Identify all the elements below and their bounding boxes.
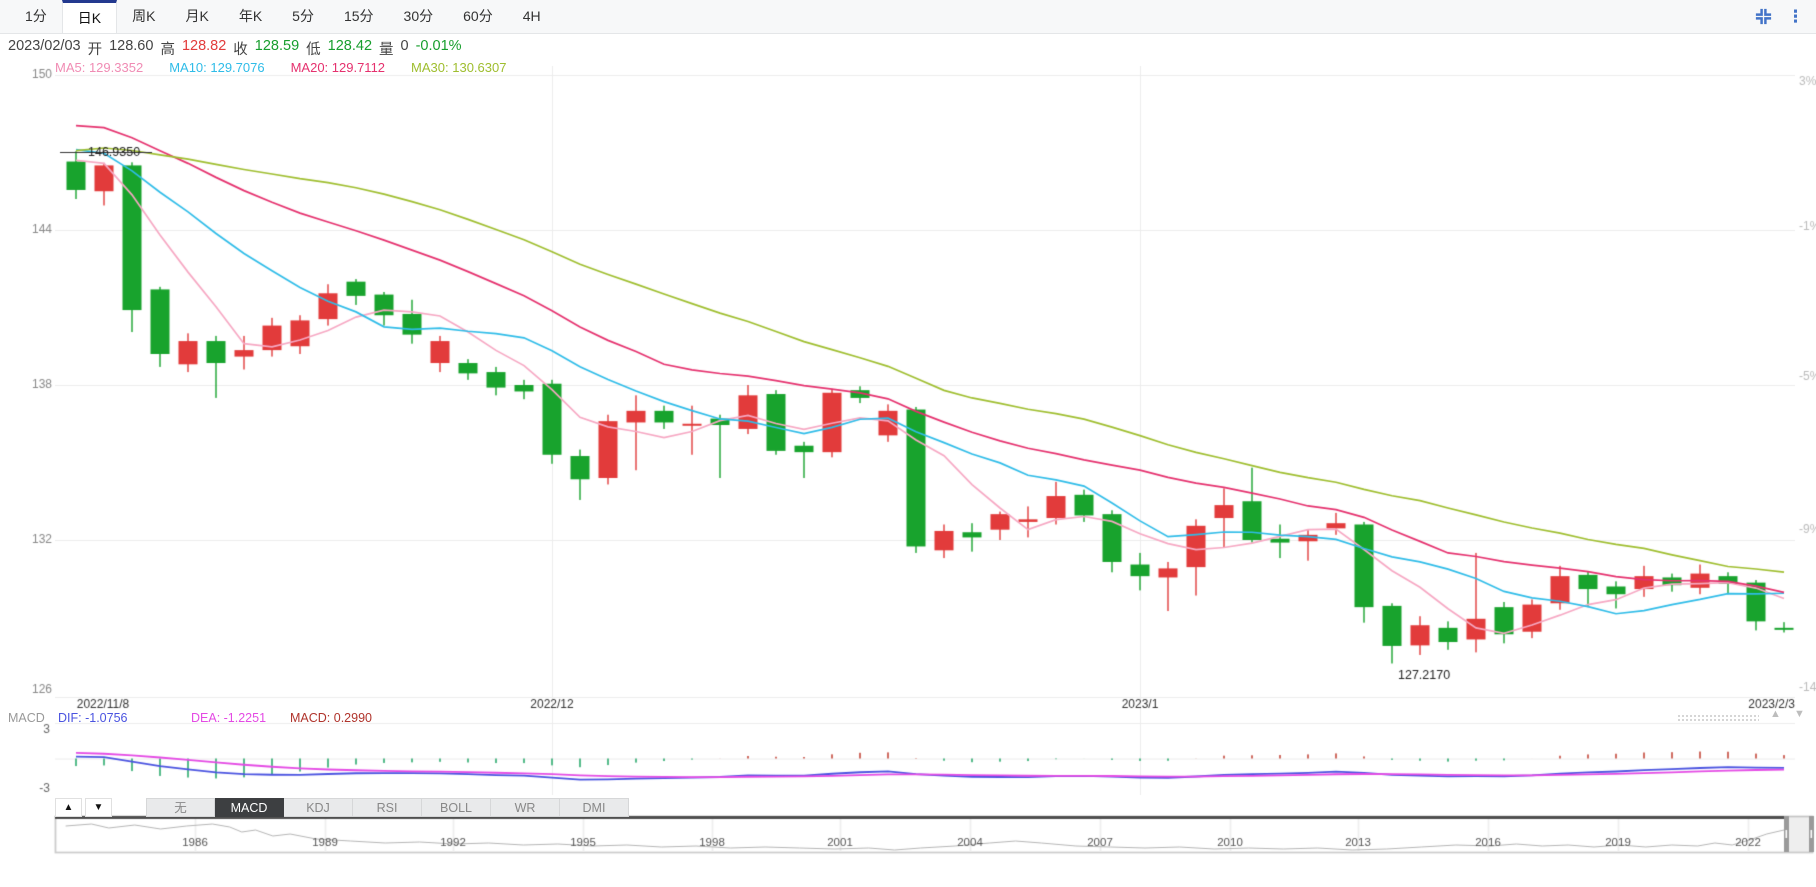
tab-monthly-k[interactable]: 月K [185,8,209,24]
tab-daily-k[interactable]: 日K [61,0,118,33]
scroll-down-icon[interactable]: ▼ [1794,708,1805,720]
tab-weekly-k[interactable]: 周K [132,8,156,24]
ma30-value: MA30: 130.6307 [411,60,507,75]
tab-1min[interactable]: 1分 [25,8,47,24]
tab-rsi[interactable]: RSI [353,798,422,817]
macd-value: MACD: 0.2990 [290,711,372,725]
ma5-value: MA5: 129.3352 [55,60,144,75]
low-label: 低 [306,42,321,58]
tab-yearly-k[interactable]: 年K [238,8,263,24]
macd-title: MACD [8,711,45,725]
tab-dmi[interactable]: DMI [560,798,629,817]
volume-value: 0 [400,38,409,54]
dea-value: DEA: -1.2251 [191,711,267,725]
tab-wr[interactable]: WR [491,798,560,817]
tab-macd[interactable]: MACD [215,798,284,817]
indicator-up-button[interactable]: ▲ [55,798,82,817]
indicator-tabs: 无 MACD KDJ RSI BOLL WR DMI [146,798,629,817]
close-value: 128.59 [254,38,300,54]
tab-15min[interactable]: 15分 [343,8,374,24]
ohlc-readout: 2023/02/03 开 128.60 高 128.82 收 128.59 低 … [8,38,462,59]
dif-value: DIF: -1.0756 [58,711,128,725]
volume-label: 量 [379,42,394,58]
tab-boll[interactable]: BOLL [422,798,491,817]
low-value: 128.42 [327,38,373,54]
open-value: 128.60 [109,38,154,54]
ma20-value: MA20: 129.7112 [290,60,386,75]
tab-4h[interactable]: 4H [522,8,541,24]
scroll-up-icon[interactable]: ▲ [1770,708,1781,720]
tab-30min[interactable]: 30分 [403,8,434,24]
open-label: 开 [87,42,103,58]
zoom-scrubber[interactable] [1677,714,1759,721]
indicator-down-button[interactable]: ▼ [85,798,112,817]
indicator-bar: ▲ ▼ 无 MACD KDJ RSI BOLL WR DMI [55,798,629,817]
tab-none[interactable]: 无 [146,798,215,817]
close-label: 收 [233,42,248,58]
tab-60min[interactable]: 60分 [463,8,493,24]
ma10-value: MA10: 129.7076 [169,60,265,75]
timeframe-toolbar: 1分 日K 周K 月K 年K 5分 15分 30分 60分 4H ⋮ [0,0,1816,34]
high-label: 高 [160,42,175,58]
tab-5min[interactable]: 5分 [292,8,314,24]
change-percent: -0.01% [415,38,462,54]
high-value: 128.82 [181,38,227,54]
ma-legend: MA5: 129.3352 MA10: 129.7076 MA20: 129.7… [55,60,506,75]
collapse-icon[interactable] [1754,7,1773,26]
readout-date: 2023/02/03 [8,38,81,54]
more-menu-icon[interactable]: ⋮ [1787,7,1804,26]
tab-kdj[interactable]: KDJ [284,798,353,817]
